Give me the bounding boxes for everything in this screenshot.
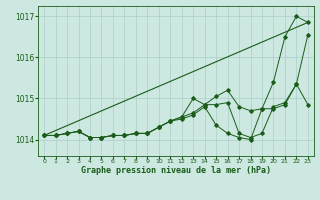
X-axis label: Graphe pression niveau de la mer (hPa): Graphe pression niveau de la mer (hPa) [81, 166, 271, 175]
